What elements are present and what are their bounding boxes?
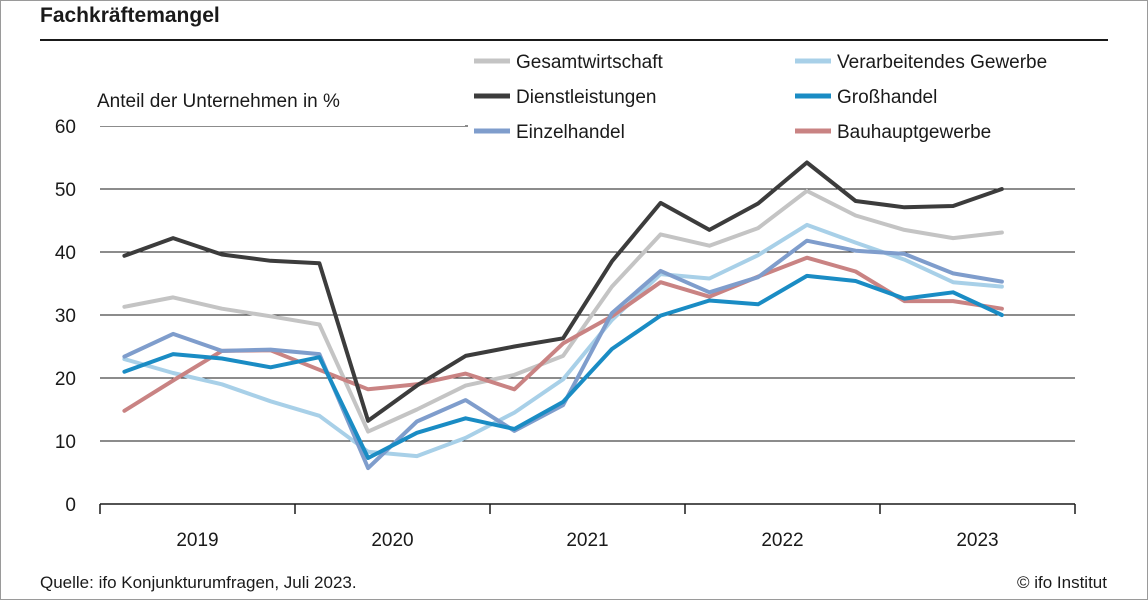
x-tick-label: 2021 [566, 530, 608, 551]
legend-label: Einzelhandel [516, 122, 625, 143]
series-line-verarbeitendes-gewerbe [122, 222, 1004, 459]
x-tick-label: 2019 [176, 530, 218, 551]
x-tick-label: 2023 [956, 530, 998, 551]
y-tick-label: 10 [55, 432, 76, 453]
legend-background [468, 44, 1108, 148]
series-line-bauhauptgewerbe [122, 255, 1004, 413]
ylabel-background [95, 82, 465, 126]
series-line-einzelhandel [122, 238, 1004, 471]
copyright: © ifo Institut [1016, 573, 1107, 592]
y-tick-label: 30 [55, 306, 76, 327]
legend-label: Bauhauptgewerbe [837, 122, 991, 143]
legend-label: Verarbeitendes Gewerbe [837, 52, 1047, 73]
series-line-gro-handel [122, 273, 1004, 460]
legend: Gesamtwirtschaft Verarbeitendes Gewerbe Di… [474, 52, 1047, 143]
y-tick-label: 0 [65, 495, 76, 516]
chart-title: Fachkräftemangel [40, 4, 220, 27]
x-tick-label: 2022 [761, 530, 803, 551]
legend-label: Großhandel [837, 87, 937, 108]
y-tick-label: 50 [55, 180, 76, 201]
y-tick-label: 60 [55, 117, 76, 138]
series-lines [122, 160, 1004, 471]
legend-label: Gesamtwirtschaft [516, 52, 663, 73]
y-tick-label: 20 [55, 369, 76, 390]
y-tick-label: 40 [55, 243, 76, 264]
legend-label: Dienstleistungen [516, 87, 656, 108]
x-axis: 2019 2020 2021 2022 2023 [99, 503, 1076, 551]
y-axis-label: Anteil der Unternehmen in % [97, 91, 340, 112]
series-line-gesamtwirtschaft [122, 188, 1004, 434]
series-line-dienstleistungen [122, 160, 1004, 423]
x-tick-label: 2020 [371, 530, 413, 551]
y-axis-ticks: 0 10 20 30 40 50 60 [55, 117, 76, 516]
source-note: Quelle: ifo Konjunkturumfragen, Juli 202… [40, 573, 357, 592]
title-divider [40, 39, 1108, 41]
